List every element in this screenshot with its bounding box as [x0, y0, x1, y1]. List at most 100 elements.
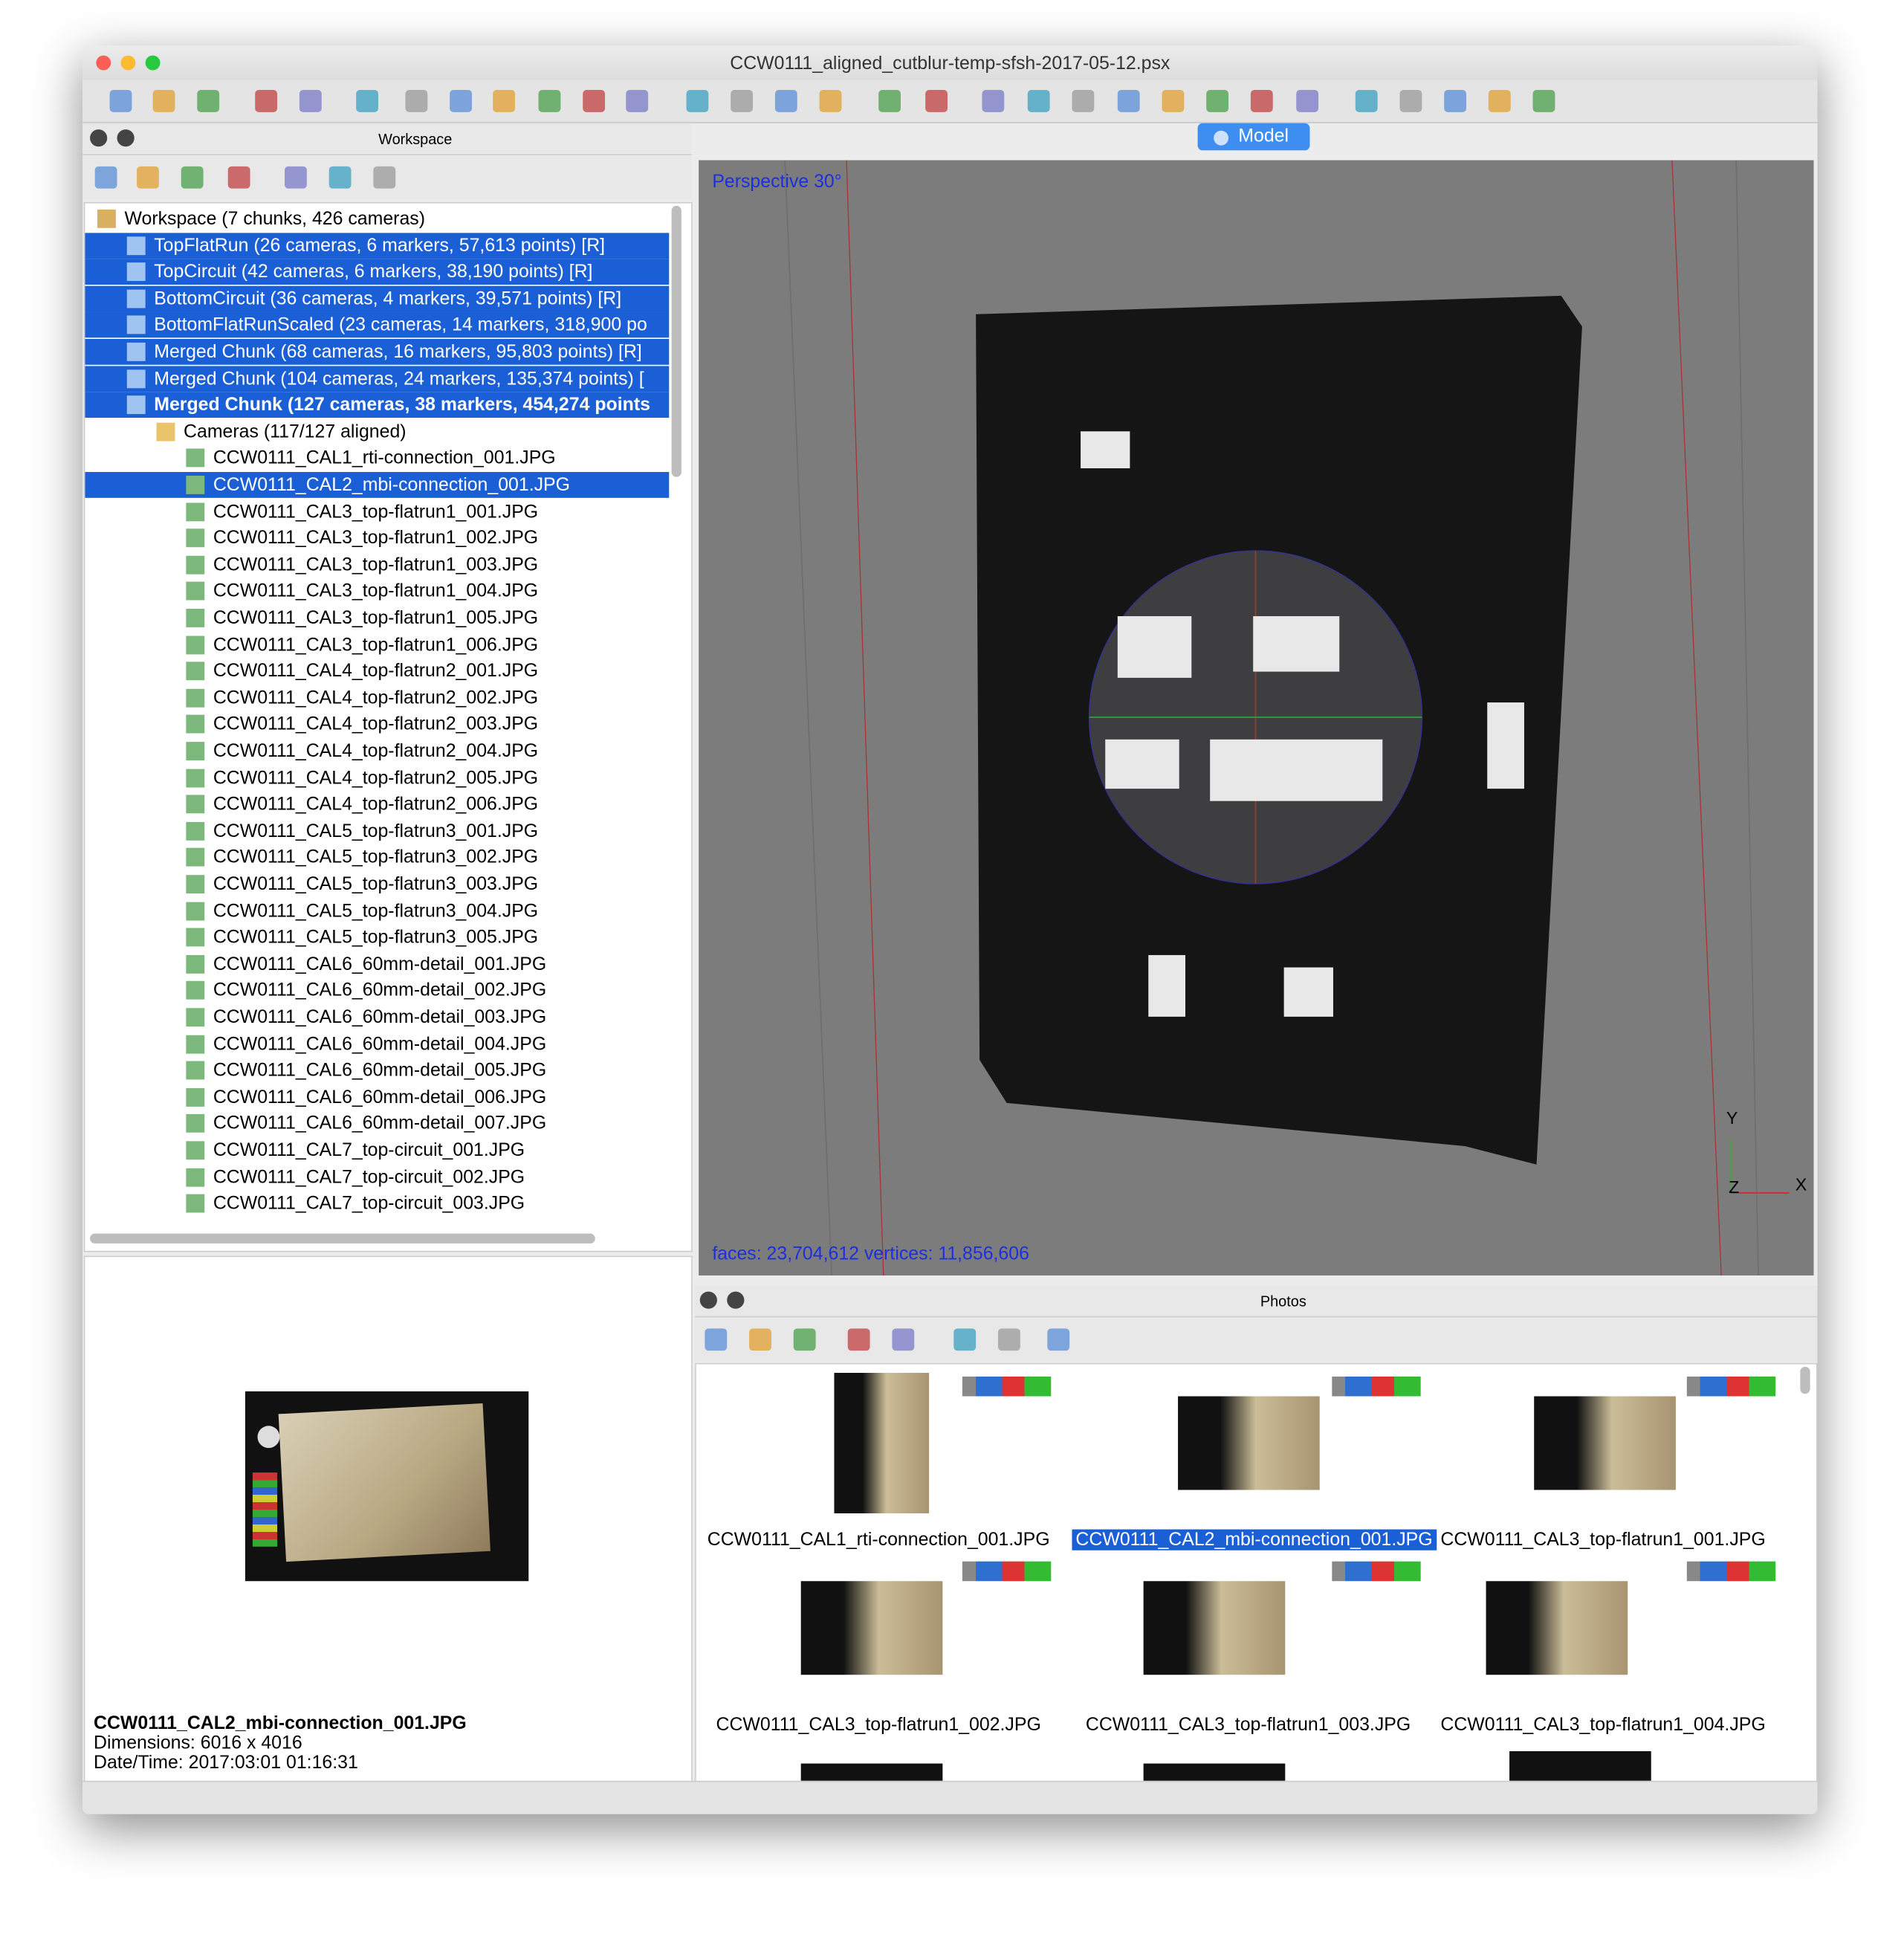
photo-label[interactable]: CCW0111_CAL2_mbi-connection_001.JPG — [1072, 1529, 1437, 1550]
tree-row[interactable]: CCW0111_CAL6_60mm-detail_001.JPG — [85, 951, 669, 977]
photo-label[interactable]: CCW0111_CAL3_top-flatrun1_001.JPG — [1440, 1529, 1766, 1550]
model-tab[interactable]: Model — [1197, 123, 1310, 151]
toolbar-button[interactable] — [373, 166, 396, 189]
tree-row[interactable]: CCW0111_CAL6_60mm-detail_005.JPG — [85, 1058, 669, 1084]
photo-thumbnail[interactable] — [1486, 1581, 1628, 1675]
toolbar-button[interactable] — [749, 1328, 771, 1351]
toolbar-button[interactable] — [878, 90, 901, 112]
tree-row[interactable]: CCW0111_CAL4_top-flatrun2_003.JPG — [85, 711, 669, 737]
tree-row[interactable]: CCW0111_CAL7_top-circuit_003.JPG — [85, 1191, 669, 1217]
tree-row[interactable]: CCW0111_CAL7_top-circuit_001.JPG — [85, 1137, 669, 1163]
toolbar-button[interactable] — [284, 166, 307, 189]
toolbar-button[interactable] — [997, 1328, 1020, 1351]
tree-row[interactable]: Merged Chunk (68 cameras, 16 markers, 95… — [85, 338, 670, 365]
tree-row[interactable]: CCW0111_CAL3_top-flatrun1_001.JPG — [85, 499, 669, 525]
toolbar-button[interactable] — [1047, 1328, 1070, 1351]
toolbar-button[interactable] — [793, 1328, 816, 1351]
toolbar-button[interactable] — [819, 90, 842, 112]
toolbar-button[interactable] — [1206, 90, 1229, 112]
tree-row[interactable]: BottomCircuit (36 cameras, 4 markers, 39… — [85, 285, 670, 312]
tree-row[interactable]: CCW0111_CAL6_60mm-detail_002.JPG — [85, 977, 669, 1003]
scrollbar[interactable] — [90, 1233, 595, 1244]
panel-close[interactable] — [90, 129, 108, 147]
photo-label[interactable]: CCW0111_CAL1_rti-connection_001.JPG — [707, 1529, 1050, 1550]
toolbar-button[interactable] — [94, 166, 117, 189]
tree-row[interactable]: CCW0111_CAL3_top-flatrun1_006.JPG — [85, 632, 669, 658]
toolbar-button[interactable] — [583, 90, 606, 112]
panel-float[interactable] — [117, 129, 135, 147]
photo-thumbnail[interactable] — [1178, 1396, 1320, 1490]
toolbar-button[interactable] — [299, 90, 322, 112]
scrollbar[interactable] — [1800, 1366, 1810, 1394]
tree-row[interactable]: CCW0111_CAL5_top-flatrun3_001.JPG — [85, 818, 669, 844]
toolbar-button[interactable] — [137, 166, 159, 189]
tree-row[interactable]: Workspace (7 chunks, 426 cameras) — [85, 206, 669, 232]
tree-row[interactable]: CCW0111_CAL4_top-flatrun2_001.JPG — [85, 659, 669, 685]
tree-row[interactable]: CCW0111_CAL6_60mm-detail_003.JPG — [85, 1004, 669, 1030]
toolbar-button[interactable] — [1296, 90, 1319, 112]
tree-row[interactable]: CCW0111_CAL4_top-flatrun2_005.JPG — [85, 765, 669, 791]
tree-row[interactable]: CCW0111_CAL5_top-flatrun3_002.JPG — [85, 844, 669, 870]
photo-label[interactable]: CCW0111_CAL3_top-flatrun1_003.JPG — [1085, 1714, 1411, 1736]
toolbar-button[interactable] — [953, 1328, 977, 1351]
tree-row[interactable]: Merged Chunk (127 cameras, 38 markers, 4… — [85, 392, 670, 418]
minimize-button[interactable] — [120, 55, 136, 71]
tree-row[interactable]: CCW0111_CAL4_top-flatrun2_002.JPG — [85, 685, 669, 711]
tree-row[interactable]: TopCircuit (42 cameras, 6 markers, 38,19… — [85, 259, 670, 285]
tree-row[interactable]: BottomFlatRunScaled (23 cameras, 14 mark… — [85, 312, 670, 338]
photo-thumbnail[interactable] — [1534, 1396, 1676, 1490]
toolbar-button[interactable] — [626, 90, 649, 112]
photo-label[interactable]: CCW0111_CAL3_top-flatrun1_004.JPG — [1440, 1714, 1766, 1736]
scrollbar[interactable] — [671, 205, 681, 477]
toolbar-button[interactable] — [227, 166, 250, 189]
tree-row[interactable]: CCW0111_CAL4_top-flatrun2_004.JPG — [85, 738, 669, 764]
toolbar-button[interactable] — [109, 90, 132, 112]
tree-row[interactable]: CCW0111_CAL1_rti-connection_001.JPG — [85, 445, 669, 471]
toolbar-button[interactable] — [731, 90, 754, 112]
toolbar-button[interactable] — [1532, 90, 1555, 112]
toolbar-button[interactable] — [1399, 90, 1422, 112]
toolbar-button[interactable] — [356, 90, 379, 112]
toolbar-button[interactable] — [1027, 90, 1050, 112]
tree-row[interactable]: CCW0111_CAL5_top-flatrun3_004.JPG — [85, 898, 669, 924]
tree-row[interactable]: CCW0111_CAL3_top-flatrun1_004.JPG — [85, 578, 669, 604]
panel-float[interactable] — [727, 1291, 745, 1309]
toolbar-button[interactable] — [538, 90, 561, 112]
toolbar-button[interactable] — [982, 90, 1005, 112]
toolbar-button[interactable] — [925, 90, 948, 112]
zoom-button[interactable] — [145, 55, 161, 71]
tree-row[interactable]: CCW0111_CAL6_60mm-detail_004.JPG — [85, 1031, 669, 1057]
toolbar-button[interactable] — [152, 90, 175, 112]
toolbar-button[interactable] — [405, 90, 428, 112]
photo-thumbnail[interactable] — [800, 1581, 943, 1675]
toolbar-button[interactable] — [1162, 90, 1185, 112]
toolbar-button[interactable] — [197, 90, 220, 112]
toolbar-button[interactable] — [255, 90, 278, 112]
toolbar-button[interactable] — [847, 1328, 870, 1351]
photo-thumbnail[interactable] — [1143, 1581, 1286, 1675]
tree-row[interactable]: CCW0111_CAL3_top-flatrun1_003.JPG — [85, 552, 669, 578]
tree-row[interactable]: CCW0111_CAL6_60mm-detail_007.JPG — [85, 1111, 669, 1137]
toolbar-button[interactable] — [1117, 90, 1140, 112]
panel-close[interactable] — [699, 1291, 717, 1309]
close-button[interactable] — [96, 55, 111, 71]
tree-row[interactable]: Cameras (117/127 aligned) — [85, 418, 669, 444]
toolbar-button[interactable] — [1072, 90, 1095, 112]
toolbar-button[interactable] — [1355, 90, 1378, 112]
tree-row[interactable]: CCW0111_CAL6_60mm-detail_006.JPG — [85, 1084, 669, 1110]
tree-row[interactable]: CCW0111_CAL3_top-flatrun1_005.JPG — [85, 605, 669, 631]
toolbar-button[interactable] — [493, 90, 516, 112]
toolbar-button[interactable] — [450, 90, 473, 112]
tree-row[interactable]: Merged Chunk (104 cameras, 24 markers, 1… — [85, 365, 670, 392]
toolbar-button[interactable] — [892, 1328, 915, 1351]
toolbar-button[interactable] — [1488, 90, 1511, 112]
toolbar-button[interactable] — [705, 1328, 728, 1351]
toolbar-button[interactable] — [328, 166, 352, 189]
toolbar-button[interactable] — [774, 90, 797, 112]
photo-label[interactable]: CCW0111_CAL3_top-flatrun1_002.JPG — [716, 1714, 1041, 1736]
tree-row[interactable]: CCW0111_CAL7_top-circuit_002.JPG — [85, 1164, 669, 1190]
tree-row[interactable]: CCW0111_CAL3_top-flatrun1_002.JPG — [85, 526, 669, 552]
tree-row[interactable]: CCW0111_CAL5_top-flatrun3_005.JPG — [85, 925, 669, 951]
toolbar-button[interactable] — [686, 90, 709, 112]
tree-row[interactable]: CCW0111_CAL2_mbi-connection_001.JPG — [85, 472, 670, 498]
